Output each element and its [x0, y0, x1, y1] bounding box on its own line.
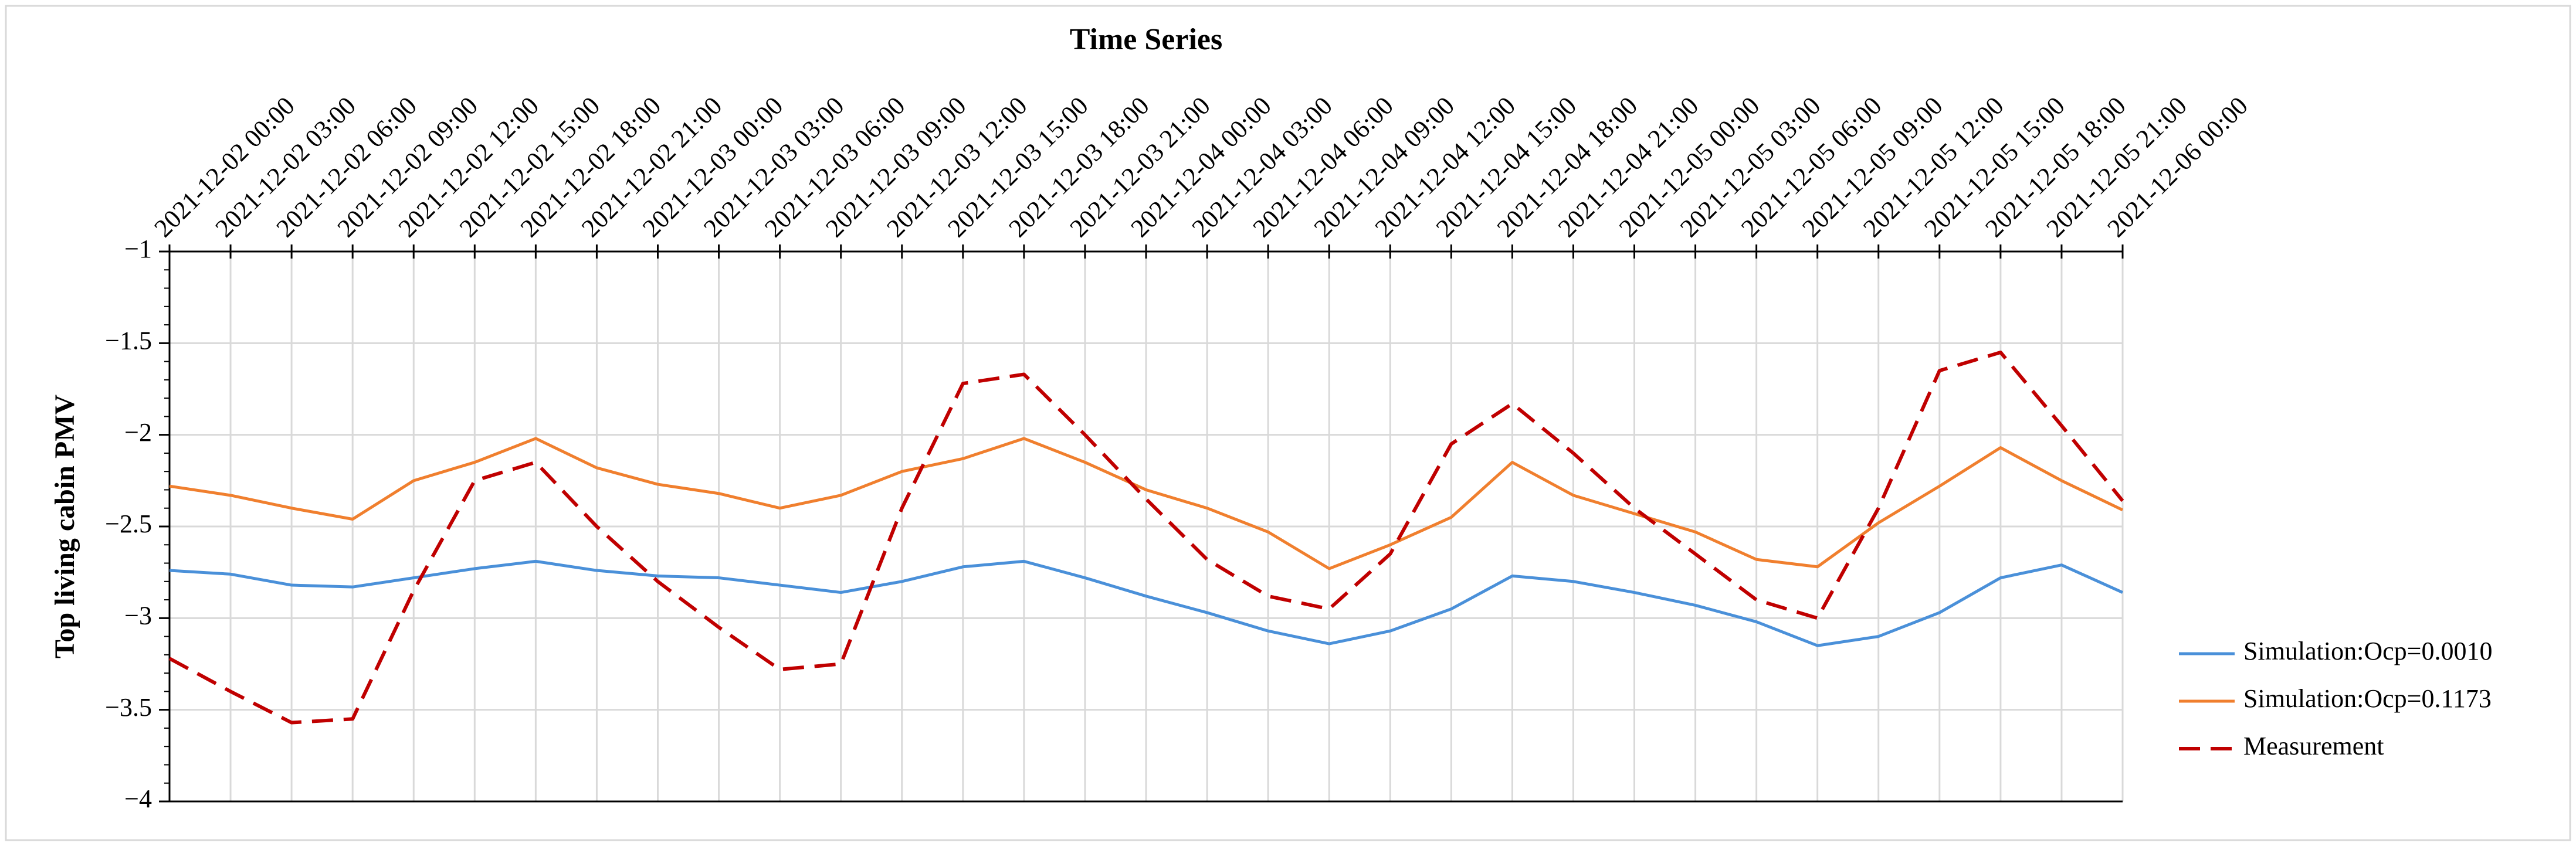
y-tick-label: −2.5: [105, 509, 152, 538]
y-tick-label: −3.5: [105, 693, 152, 722]
series-line: [168, 350, 2124, 725]
chart-frame: [5, 5, 2571, 841]
y-tick-label: −1: [124, 235, 152, 263]
y-tick-label: −2: [124, 418, 152, 447]
y-tick-label: −1.5: [105, 326, 152, 355]
y-tick-label: −4: [124, 784, 152, 813]
series-line: [169, 559, 2124, 647]
series-line: [169, 437, 2124, 570]
chart-title: Time Series: [1070, 23, 1222, 56]
y-tick-label: −3: [124, 601, 152, 630]
legend-label: Measurement: [2243, 732, 2384, 760]
legend-label: Simulation:Ocp=0.0010: [2243, 637, 2492, 665]
legend-label: Simulation:Ocp=0.1173: [2243, 684, 2492, 713]
y-axis-label: Top living cabin PMV: [49, 395, 80, 659]
